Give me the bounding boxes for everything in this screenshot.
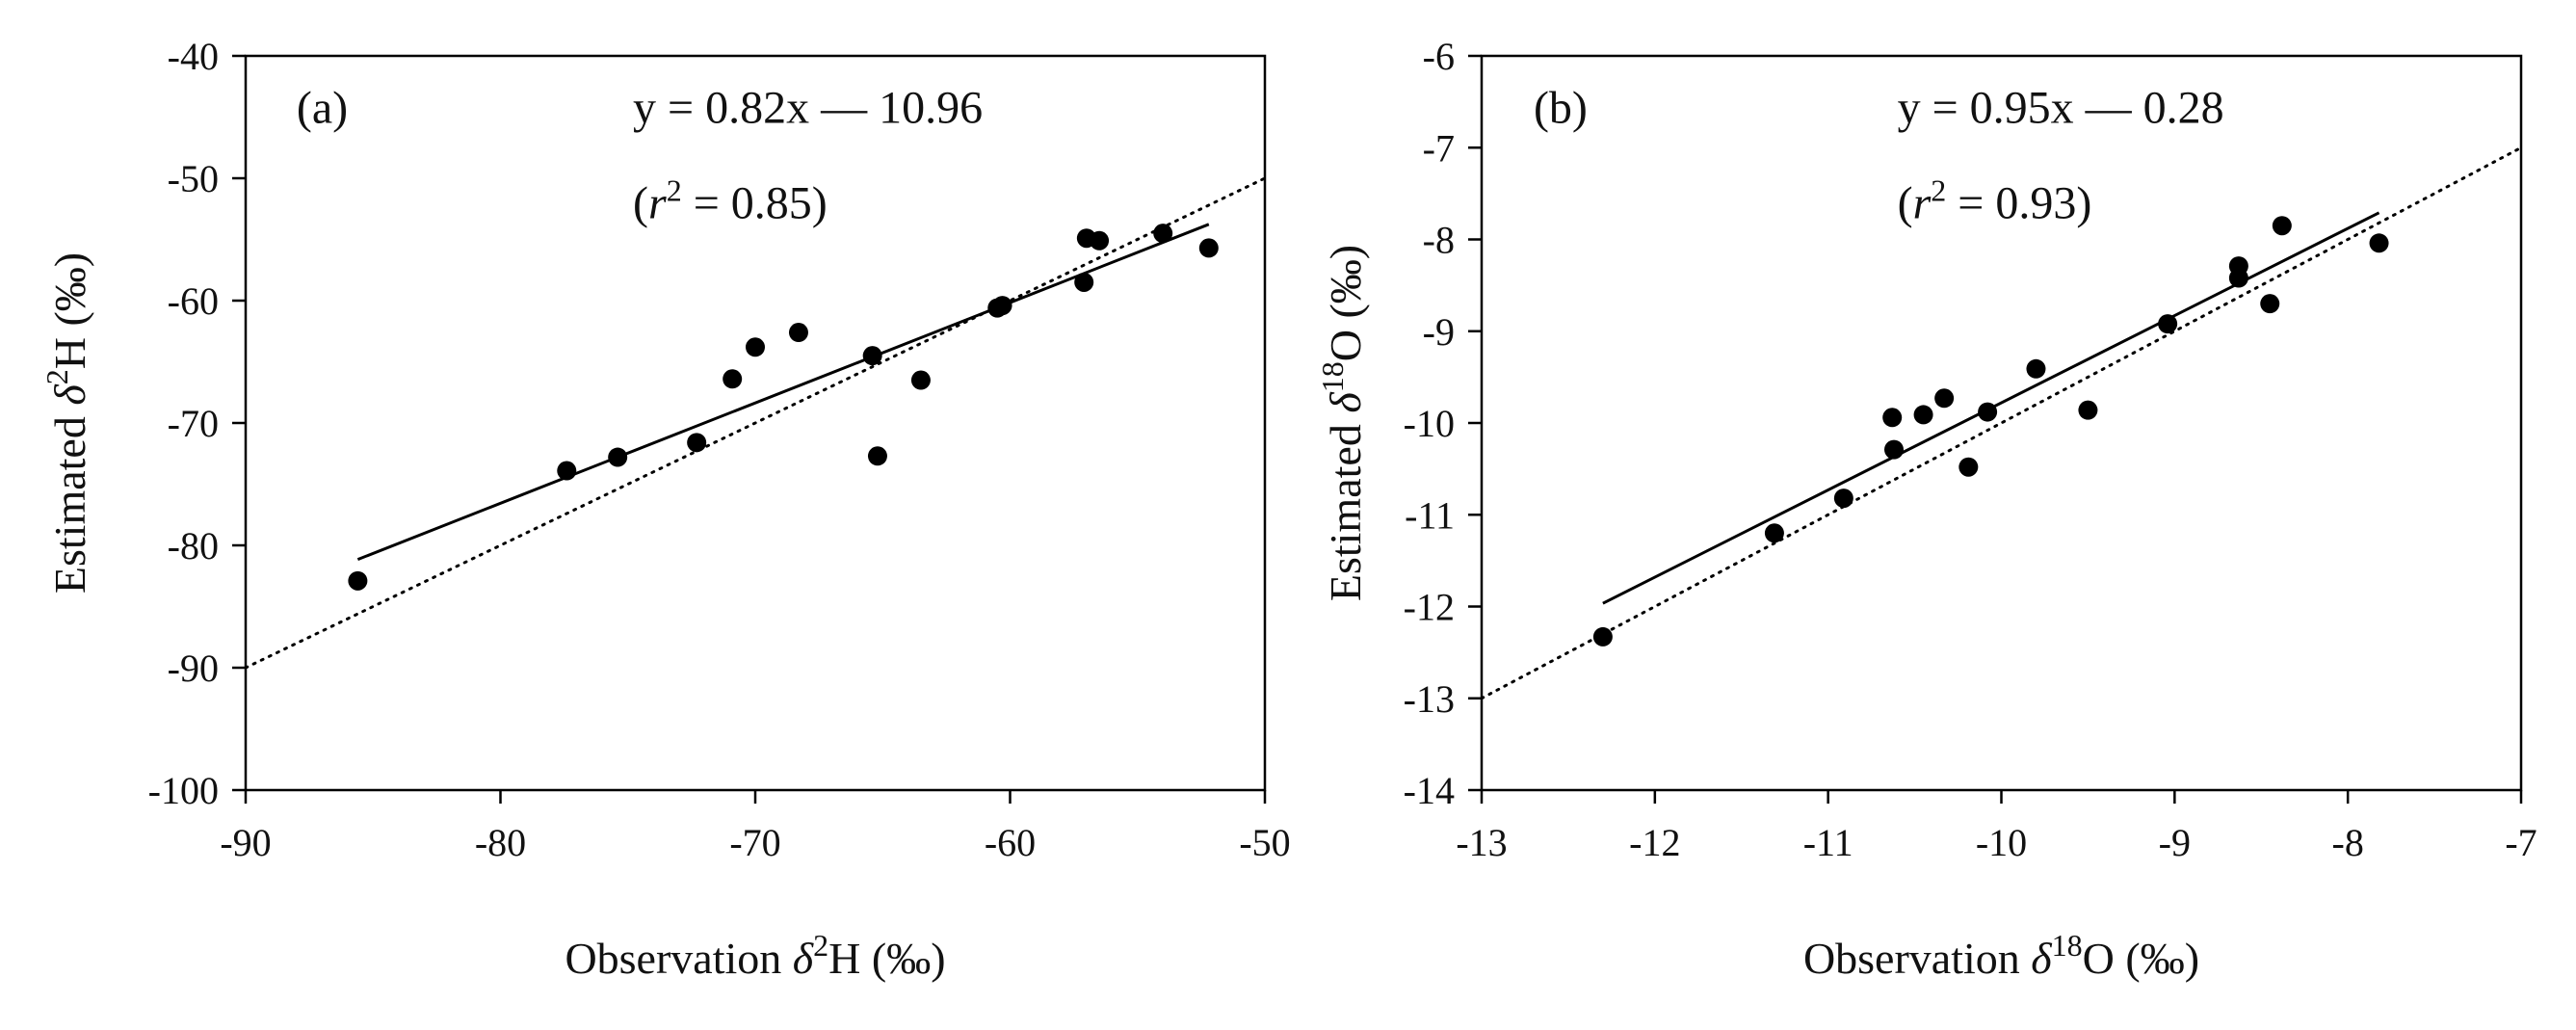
data-point-10 (2026, 358, 2046, 379)
y-tick-label: -90 (168, 647, 219, 690)
y-tick-label: -11 (1405, 493, 1455, 537)
data-point-11 (2078, 400, 2098, 420)
panel-label: (b) (1534, 82, 1588, 133)
data-point-8 (862, 346, 882, 366)
data-point-6 (1913, 405, 1933, 425)
data-point-9 (867, 446, 887, 466)
data-point-2 (557, 461, 577, 481)
data-point-4 (1882, 408, 1903, 428)
data-point-6 (746, 337, 765, 357)
x-tick-label: -10 (1976, 821, 2027, 864)
x-tick-label: -11 (1803, 821, 1853, 864)
x-tick-label: -9 (2159, 821, 2191, 864)
x-tick-label: -8 (2332, 821, 2364, 864)
y-axis-label: Estimated δ2H (‰) (39, 252, 94, 594)
y-tick-label: -9 (1423, 310, 1455, 354)
data-point-15 (1090, 230, 1110, 251)
data-point-5 (723, 369, 743, 389)
data-point-14 (2228, 268, 2248, 288)
data-point-7 (788, 323, 808, 343)
data-point-9 (1978, 402, 1998, 422)
x-tick-label: -12 (1629, 821, 1680, 864)
x-tick-label: -50 (1239, 821, 1290, 864)
panel-a: -90 -80 -70 -60 -50-100-90-80-70-60-50-40Obs… (39, 35, 1291, 983)
data-point-3 (608, 447, 628, 467)
regression-line (356, 223, 1210, 562)
x-tick-label: -13 (1456, 821, 1507, 864)
data-point-17 (1198, 238, 1219, 258)
y-tick-label: -100 (148, 769, 219, 812)
data-point-17 (2369, 233, 2389, 253)
regression-equation: y = 0.82x — 10.96 (633, 82, 983, 133)
reference-line-1to1 (1482, 145, 2521, 700)
y-tick-label: -8 (1423, 219, 1455, 262)
data-point-8 (1958, 457, 1979, 477)
data-point-5 (1884, 439, 1905, 460)
data-point-13 (1074, 272, 1094, 292)
x-axis-label: Observation δ18O (‰) (1803, 928, 2199, 983)
data-point-2 (1764, 523, 1784, 543)
x-tick-label: -80 (475, 821, 526, 864)
panel-label: (a) (297, 82, 348, 133)
x-tick-label: -90 (220, 821, 271, 864)
data-point-10 (910, 370, 931, 390)
y-tick-label: -6 (1423, 35, 1455, 78)
y-tick-label: -7 (1423, 126, 1455, 170)
y-tick-label: -50 (168, 157, 219, 200)
x-axis-label: Observation δ2H (‰) (565, 928, 945, 983)
y-tick-label: -13 (1404, 677, 1455, 721)
data-point-7 (1934, 388, 1955, 409)
r-squared-annotation: (r2 = 0.85) (633, 172, 828, 228)
y-tick-label: -14 (1404, 769, 1455, 812)
y-tick-label: -12 (1404, 586, 1455, 629)
data-point-16 (1153, 224, 1173, 244)
y-tick-label: -80 (168, 524, 219, 568)
data-point-12 (992, 296, 1012, 316)
y-tick-label: -70 (168, 402, 219, 445)
y-tick-label: -10 (1404, 402, 1455, 445)
data-point-15 (2260, 294, 2280, 314)
data-point-4 (687, 433, 707, 453)
r-squared-annotation: (r2 = 0.93) (1898, 172, 2092, 228)
x-tick-label: -70 (729, 821, 780, 864)
y-axis-label: Estimated δ18O (‰) (1315, 245, 1370, 601)
data-point-16 (2272, 216, 2292, 236)
regression-equation: y = 0.95x — 0.28 (1898, 82, 2224, 133)
x-tick-label: -60 (985, 821, 1036, 864)
y-tick-label: -60 (168, 279, 219, 323)
y-tick-label: -40 (168, 35, 219, 78)
x-tick-label: -7 (2505, 821, 2537, 864)
data-point-1 (348, 570, 368, 591)
data-point-1 (1592, 626, 1613, 647)
reference-line-1to1 (246, 176, 1265, 670)
data-point-12 (2158, 314, 2178, 334)
data-point-3 (1833, 489, 1853, 509)
panel-b: -13 -12 -11 -10 -9 -8 -7-14-13-12-11-10-9-8-7-… (1315, 35, 2537, 983)
